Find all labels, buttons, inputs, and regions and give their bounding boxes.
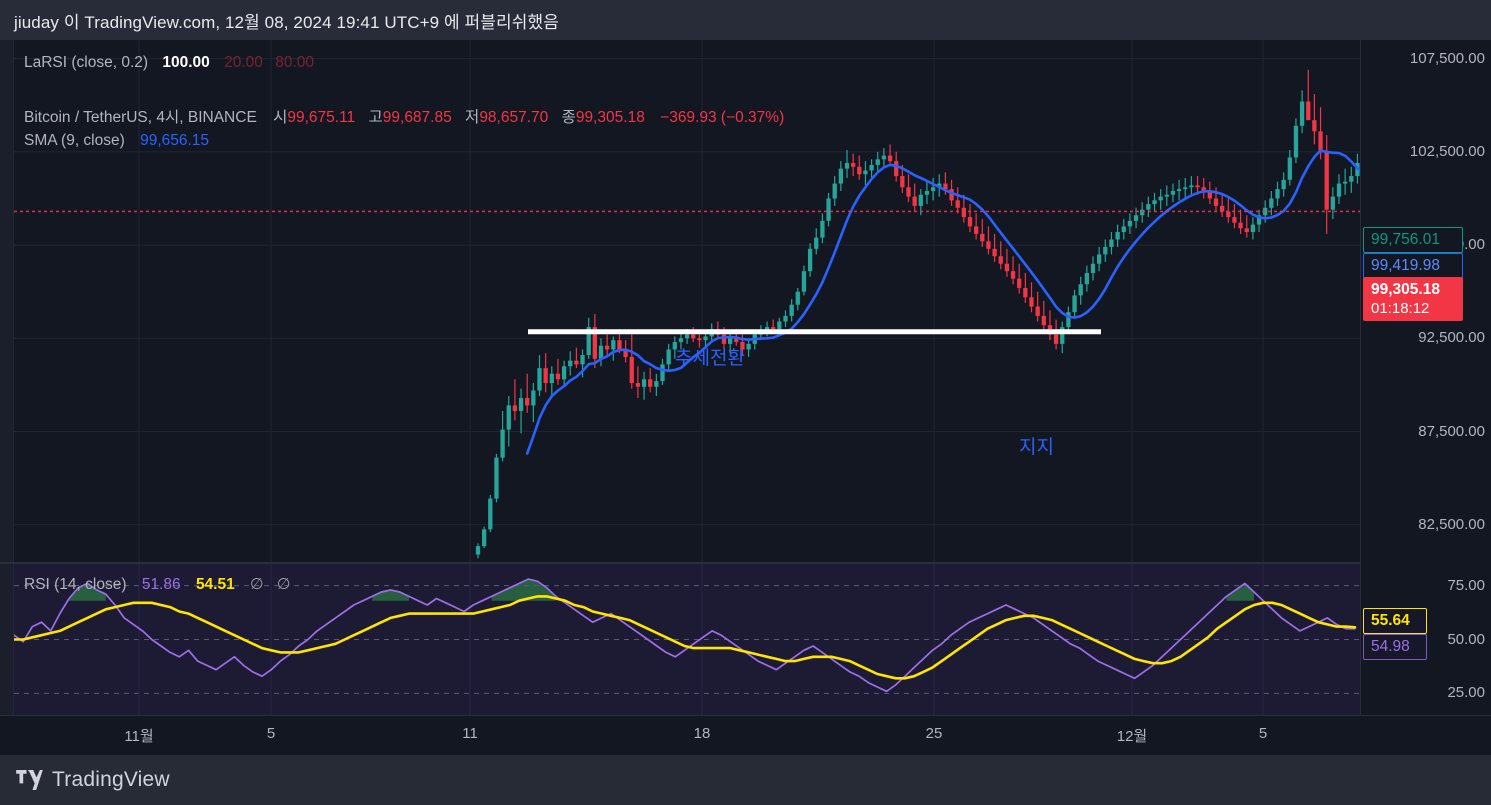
high-label: 고 xyxy=(368,109,383,126)
annotation-trend-reversal[interactable]: 추세전환 xyxy=(675,348,745,369)
footer-bar: TradingView xyxy=(0,755,1491,805)
rsi-ma-value: 54.51 xyxy=(195,576,235,593)
publish-header-text: jiuday 이 TradingView.com, 12월 08, 2024 1… xyxy=(14,12,559,32)
pane-separator[interactable] xyxy=(0,562,1360,564)
close-value: 99,305.18 xyxy=(575,109,645,126)
tradingview-logo[interactable]: TradingView xyxy=(0,768,170,792)
legend-symbol[interactable]: Bitcoin / TetherUS, 4시, BINANCE 시99,675.… xyxy=(24,105,784,127)
publish-header: jiuday 이 TradingView.com, 12월 08, 2024 1… xyxy=(0,0,1491,40)
price-tick-label: 82,500.00 xyxy=(1418,515,1485,533)
symbol-title: Bitcoin / TetherUS, 4시, BINANCE xyxy=(24,109,257,126)
legend-rsi[interactable]: RSI (14, close) 51.86 54.51 ∅ ∅ xyxy=(24,575,290,594)
price-badge-high-marker[interactable]: 99,756.01 xyxy=(1363,227,1463,253)
legend-larsi[interactable]: LaRSI (close, 0.2) 100.00 20.00 80.00 xyxy=(24,54,314,72)
time-tick-label: 11월 xyxy=(124,728,154,745)
larsi-lower-band: 20.00 xyxy=(224,54,263,71)
price-tick-label: 107,500.00 xyxy=(1409,49,1485,67)
left-gutter xyxy=(0,40,14,715)
time-tick-label: 25 xyxy=(925,725,943,742)
rsi-tick-label: 75.00 xyxy=(1447,576,1485,594)
rsi-value: 51.86 xyxy=(141,576,181,593)
price-plot xyxy=(14,40,1360,562)
price-badge-sma[interactable]: 99,419.98 xyxy=(1363,253,1463,279)
time-tick-label: 12월 xyxy=(1116,728,1148,745)
low-value: 98,657.70 xyxy=(479,109,549,126)
price-pane[interactable] xyxy=(14,40,1360,562)
rsi-na-2: ∅ xyxy=(276,576,291,593)
rsi-title: RSI (14, close) xyxy=(24,576,127,593)
time-tick-label: 18 xyxy=(693,725,711,742)
rsi-ma-line xyxy=(14,595,1357,680)
price-badge-last[interactable]: 99,305.18 01:18:12 xyxy=(1363,277,1463,321)
rsi-badge-value[interactable]: 54.98 xyxy=(1363,634,1427,660)
larsi-value: 100.00 xyxy=(162,54,210,71)
candlestick-series xyxy=(475,69,1360,559)
tradingview-logo-text: TradingView xyxy=(52,768,170,791)
rsi-gridlines xyxy=(14,564,1360,715)
close-label: 종 xyxy=(561,109,576,126)
annotation-support[interactable]: 지지 xyxy=(1019,437,1054,458)
time-tick-label: 11 xyxy=(462,725,478,742)
open-value: 99,675.11 xyxy=(287,109,356,126)
tradingview-logo-icon xyxy=(16,770,43,790)
countdown-text: 01:18:12 xyxy=(1371,300,1430,317)
larsi-upper-band: 80.00 xyxy=(275,54,315,71)
rsi-badge-ma[interactable]: 55.64 xyxy=(1363,608,1427,634)
time-tick-label: 5 xyxy=(1258,725,1268,742)
rsi-tick-label: 25.00 xyxy=(1447,684,1485,702)
price-gridlines xyxy=(14,40,1360,562)
open-label: 시 xyxy=(273,109,288,126)
last-price-text: 99,305.18 xyxy=(1371,281,1440,298)
change-value: −369.93 (−0.37%) xyxy=(660,109,785,126)
rsi-pane[interactable] xyxy=(14,564,1360,715)
chart-container[interactable]: 107,500.00102,500.0097,500.0092,500.0087… xyxy=(0,40,1491,755)
legend-sma[interactable]: SMA (9, close) 99,656.15 xyxy=(24,132,209,150)
price-tick-label: 92,500.00 xyxy=(1418,329,1485,347)
sma-title: SMA (9, close) xyxy=(24,132,125,149)
low-label: 저 xyxy=(465,109,480,126)
sma-overlay xyxy=(525,149,1360,455)
time-tick-label: 5 xyxy=(266,725,276,742)
price-axis[interactable]: 107,500.00102,500.0097,500.0092,500.0087… xyxy=(1360,40,1491,715)
high-value: 99,687.85 xyxy=(382,109,452,126)
rsi-line xyxy=(14,578,1356,693)
price-tick-label: 102,500.00 xyxy=(1409,142,1485,160)
sma-value: 99,656.15 xyxy=(140,132,210,149)
rsi-tick-label: 50.00 xyxy=(1447,630,1485,648)
rsi-na-1: ∅ xyxy=(250,576,264,593)
price-tick-label: 87,500.00 xyxy=(1418,422,1485,440)
rsi-plot xyxy=(14,564,1360,715)
larsi-title: LaRSI (close, 0.2) xyxy=(24,54,149,71)
time-axis[interactable]: 11월 5 11 18 25 12월 5 xyxy=(0,715,1491,755)
